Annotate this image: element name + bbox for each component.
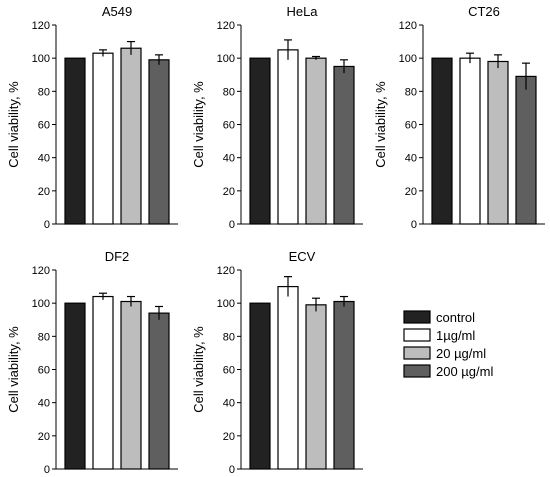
y-tick-label: 40	[223, 153, 235, 165]
panel-a549: A549 0 20 40 60 80 100 120 Cell viability, %	[6, 4, 178, 231]
y-tick-label: 60	[38, 120, 50, 132]
y-tick-label: 100	[399, 53, 417, 65]
y-tick-label: 40	[405, 153, 417, 165]
y-tick-label: 20	[38, 186, 50, 198]
bar-ecv-0	[249, 302, 271, 470]
bar-a549-1	[92, 52, 114, 225]
y-tick-label: 0	[44, 464, 50, 476]
y-axis-label: Cell viability, %	[6, 81, 21, 168]
bar-df2-3	[148, 312, 170, 470]
bar-a549-0	[64, 57, 86, 225]
y-tick-label: 120	[32, 20, 50, 32]
y-axis-label: Cell viability, %	[373, 81, 388, 168]
y-axis-label: Cell viability, %	[191, 81, 206, 168]
panel-title: DF2	[105, 249, 130, 264]
panel-title: ECV	[289, 249, 316, 264]
bar-hela-3	[333, 65, 355, 225]
y-tick-label: 20	[405, 186, 417, 198]
y-tick-label: 0	[229, 464, 235, 476]
panel-title: HeLa	[286, 4, 318, 19]
y-tick-label: 0	[411, 219, 417, 231]
panel-ct26: CT26 0 20 40 60 80 100 120 Cell viability, %	[373, 4, 545, 231]
bar-ecv-1	[277, 285, 299, 470]
bar-ecv-3	[333, 300, 355, 470]
y-tick-label: 80	[405, 86, 417, 98]
legend-swatch	[403, 364, 431, 378]
y-tick-label: 60	[405, 120, 417, 132]
y-tick-label: 100	[217, 298, 235, 310]
legend-label: 20 µg/ml	[436, 346, 486, 361]
bar-df2-2	[120, 300, 142, 470]
y-tick-label: 0	[229, 219, 235, 231]
panel-hela: HeLa 0 20 40 60 80 100 120 Cell viability, %	[191, 4, 363, 231]
y-tick-label: 20	[223, 431, 235, 443]
y-tick-label: 80	[223, 86, 235, 98]
bar-df2-1	[92, 295, 114, 470]
legend-swatch	[403, 346, 431, 360]
panel-title: A549	[102, 4, 132, 19]
bar-df2-0	[64, 302, 86, 470]
y-tick-label: 0	[44, 219, 50, 231]
y-tick-label: 120	[217, 20, 235, 32]
y-tick-label: 20	[38, 431, 50, 443]
y-tick-label: 60	[38, 365, 50, 377]
legend: control 1µg/ml 20 µg/ml 200 µg/ml	[403, 310, 493, 379]
legend-swatch	[403, 328, 431, 342]
y-tick-label: 40	[38, 398, 50, 410]
y-tick-label: 80	[223, 331, 235, 343]
legend-swatch	[403, 310, 431, 324]
legend-label: 1µg/ml	[436, 328, 475, 343]
panel-ecv: ECV 0 20 40 60 80 100 120 Cell viability, %	[191, 249, 363, 476]
bar-ecv-2	[305, 304, 327, 470]
bar-a549-2	[120, 47, 142, 225]
y-axis-label: Cell viability, %	[6, 326, 21, 413]
y-tick-label: 60	[223, 365, 235, 377]
y-tick-label: 120	[399, 20, 417, 32]
y-tick-label: 80	[38, 86, 50, 98]
bar-ct26-2	[487, 60, 509, 225]
bar-hela-0	[249, 57, 271, 225]
bar-ct26-3	[515, 75, 537, 225]
y-tick-label: 40	[223, 398, 235, 410]
legend-label: 200 µg/ml	[436, 364, 493, 379]
y-tick-label: 100	[217, 53, 235, 65]
y-tick-label: 120	[217, 265, 235, 277]
y-tick-label: 120	[32, 265, 50, 277]
y-tick-label: 60	[223, 120, 235, 132]
y-tick-label: 80	[38, 331, 50, 343]
bar-hela-1	[277, 49, 299, 225]
bar-ct26-0	[431, 57, 453, 225]
y-tick-label: 20	[223, 186, 235, 198]
bar-hela-2	[305, 57, 327, 225]
y-axis-label: Cell viability, %	[191, 326, 206, 413]
panel-title: CT26	[468, 4, 500, 19]
bar-a549-3	[148, 59, 170, 225]
bar-ct26-1	[459, 57, 481, 225]
panel-df2: DF2 0 20 40 60 80 100 120 Cell viability, %	[6, 249, 178, 476]
y-tick-label: 40	[38, 153, 50, 165]
y-tick-label: 100	[32, 53, 50, 65]
legend-label: control	[436, 310, 475, 325]
y-tick-label: 100	[32, 298, 50, 310]
